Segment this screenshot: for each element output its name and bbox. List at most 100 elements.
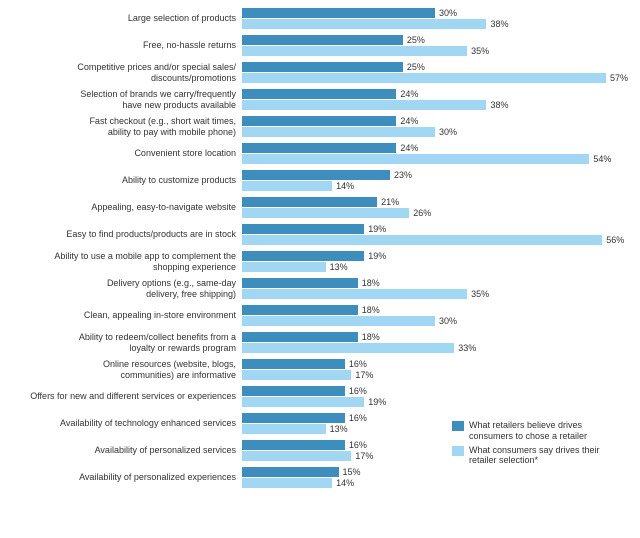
row-bars: 15%14% [242, 467, 628, 488]
bar-fill [242, 278, 358, 288]
bar-value: 13% [330, 424, 348, 434]
bar-consumers: 19% [242, 397, 628, 407]
bar-fill [242, 440, 345, 450]
bar-consumers: 56% [242, 235, 628, 245]
bar-value: 30% [439, 8, 457, 18]
bar-value: 18% [362, 278, 380, 288]
bar-consumers: 38% [242, 19, 628, 29]
bar-fill [242, 359, 345, 369]
bar-retailers: 18% [242, 305, 628, 315]
bar-fill [242, 208, 409, 218]
row-label: Free, no-hassle returns [12, 40, 242, 50]
bar-fill [242, 424, 326, 434]
row-bars: 24%54% [242, 143, 628, 164]
bar-consumers: 30% [242, 316, 628, 326]
bar-consumers: 13% [242, 262, 628, 272]
row-label: Online resources (website, blogs,communi… [12, 359, 242, 380]
bar-retailers: 19% [242, 251, 628, 261]
bar-retailers: 25% [242, 35, 628, 45]
bar-value: 33% [458, 343, 476, 353]
bar-fill [242, 370, 351, 380]
bar-retailers: 30% [242, 8, 628, 18]
bar-retailers: 24% [242, 89, 628, 99]
bar-value: 38% [490, 100, 508, 110]
bar-fill [242, 116, 396, 126]
row-bars: 21%26% [242, 197, 628, 218]
row-bars: 24% 38% [242, 89, 628, 110]
row-bars: 19% 56% [242, 224, 628, 245]
row-label: Offers for new and different services or… [12, 391, 242, 401]
bar-consumers: 54% [242, 154, 628, 164]
bar-fill [242, 197, 377, 207]
row-bars: 16%17% [242, 359, 628, 380]
bar-retailers: 25% [242, 62, 628, 72]
row-bars: 18% 33% [242, 332, 628, 353]
bar-value: 25% [407, 62, 425, 72]
bar-fill [242, 89, 396, 99]
bar-consumers: 35% [242, 289, 628, 299]
bar-consumers: 26% [242, 208, 628, 218]
bar-value: 16% [349, 386, 367, 396]
bar-value: 19% [368, 224, 386, 234]
bar-value: 15% [343, 467, 361, 477]
row-bars: 24%30% [242, 116, 628, 137]
chart-row: Ability to use a mobile app to complemen… [12, 251, 628, 272]
bar-fill [242, 143, 396, 153]
bar-fill [242, 467, 339, 477]
row-label: Appealing, easy-to-navigate website [12, 202, 242, 212]
bar-value: 16% [349, 440, 367, 450]
bar-consumers: 57% [242, 73, 628, 83]
bar-retailers: 15% [242, 467, 628, 477]
legend-text: What retailers believe drives consumers … [469, 420, 628, 442]
bar-fill [242, 386, 345, 396]
bar-fill [242, 224, 364, 234]
bar-fill [242, 73, 606, 83]
bar-fill [242, 262, 326, 272]
chart-row: Availability of personalized experiences… [12, 467, 628, 488]
bar-fill [242, 170, 390, 180]
bar-consumers: 33% [242, 343, 628, 353]
bar-consumers: 35% [242, 46, 628, 56]
row-label: Selection of brands we carry/frequentlyh… [12, 89, 242, 110]
bar-value: 38% [490, 19, 508, 29]
bar-value: 21% [381, 197, 399, 207]
chart-row: Convenient store location24%54% [12, 143, 628, 164]
bar-fill [242, 100, 486, 110]
bar-consumers: 14% [242, 478, 628, 488]
row-label: Availability of personalized experiences [12, 472, 242, 482]
row-label: Ability to redeem/collect benefits from … [12, 332, 242, 353]
bar-fill [242, 451, 351, 461]
bar-value: 25% [407, 35, 425, 45]
bar-value: 30% [439, 316, 457, 326]
chart-row: Free, no-hassle returns25%35% [12, 35, 628, 56]
row-label: Ability to customize products [12, 175, 242, 185]
bar-value: 24% [400, 143, 418, 153]
bar-fill [242, 332, 358, 342]
bar-fill [242, 46, 467, 56]
row-bars: 25%35% [242, 35, 628, 56]
legend-text: What consumers say drives their retailer… [469, 445, 628, 467]
bar-fill [242, 127, 435, 137]
row-bars: 30% 38% [242, 8, 628, 29]
bar-value: 17% [355, 451, 373, 461]
legend-item: What consumers say drives their retailer… [452, 445, 628, 467]
bar-fill [242, 62, 403, 72]
grouped-horizontal-bar-chart: Large selection of products30%38%Free, n… [12, 8, 628, 488]
bar-value: 18% [362, 332, 380, 342]
row-label: Ability to use a mobile app to complemen… [12, 251, 242, 272]
chart-row: Ability to redeem/collect benefits from … [12, 332, 628, 353]
bar-fill [242, 35, 403, 45]
bar-value: 56% [606, 235, 624, 245]
chart-row: Fast checkout (e.g., short wait times,ab… [12, 116, 628, 137]
chart-row: Online resources (website, blogs,communi… [12, 359, 628, 380]
bar-value: 18% [362, 305, 380, 315]
row-label: Convenient store location [12, 148, 242, 158]
legend-item: What retailers believe drives consumers … [452, 420, 628, 442]
bar-value: 24% [400, 89, 418, 99]
bar-fill [242, 251, 364, 261]
bar-retailers: 24% [242, 116, 628, 126]
bar-fill [242, 235, 602, 245]
bar-retailers: 18% [242, 332, 628, 342]
bar-fill [242, 316, 435, 326]
bar-value: 35% [471, 289, 489, 299]
